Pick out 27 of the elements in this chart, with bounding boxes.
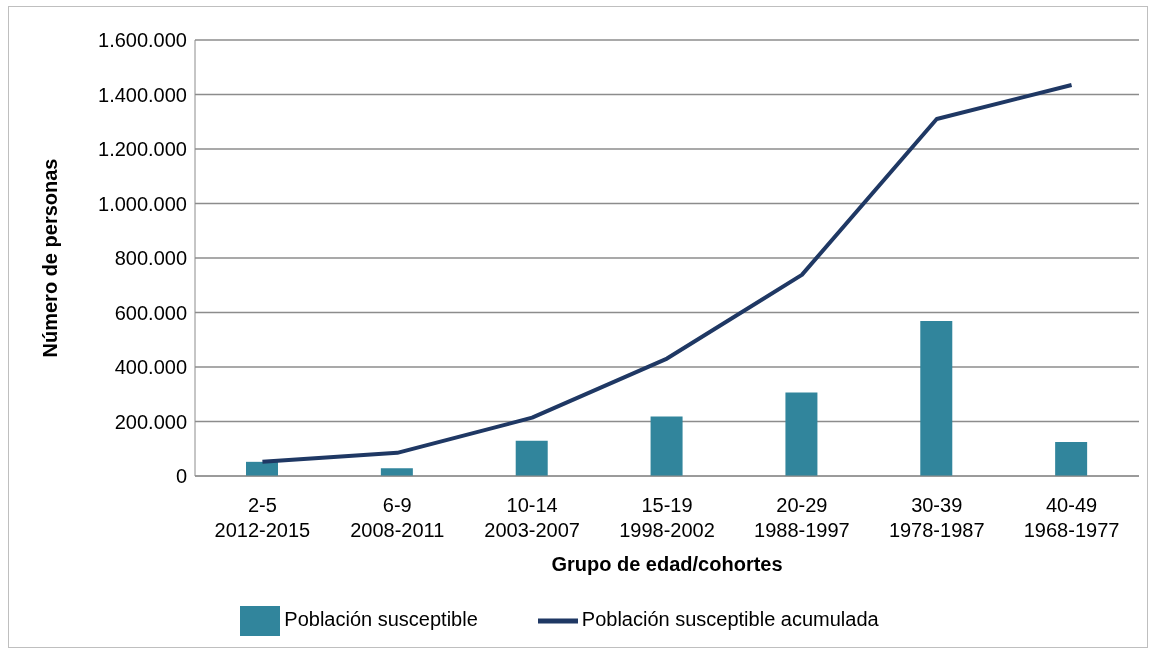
x-tick-label: 20-29 1988-1997 [754, 494, 850, 541]
y-tick-label: 1.600.000 [98, 29, 187, 52]
x-tick-label: 40-49 1968-1977 [1023, 494, 1120, 541]
y-tick-label: 1.400.000 [98, 83, 187, 106]
line-series [260, 82, 1074, 464]
bar [1055, 441, 1088, 476]
y-tick-label: 600.000 [114, 301, 187, 324]
y-tick-label: 1.200.000 [98, 138, 187, 161]
legend-label: Población susceptible acumulada [581, 608, 879, 631]
bar [785, 392, 818, 476]
x-axis-title: Grupo de edad/cohortes [551, 553, 783, 575]
bar [380, 468, 413, 476]
bar [515, 440, 548, 476]
y-tick-label: 1.000.000 [98, 192, 187, 215]
y-axis-title: Número de personas [39, 158, 62, 358]
legend-label: Población susceptible [284, 608, 478, 631]
x-tick-label: 6-9 2008-2011 [350, 494, 445, 541]
x-tick-label: 30-39 1978-1987 [888, 494, 985, 541]
bar [650, 416, 683, 476]
x-tick-label: 10-14 2003-2007 [484, 494, 580, 541]
x-tick-label: 2-5 2012-2015 [214, 494, 311, 541]
bar [920, 320, 953, 476]
y-tick-label: 200.000 [114, 410, 187, 433]
y-tick-label: 400.000 [114, 356, 187, 379]
y-tick-label: 0 [175, 465, 187, 488]
y-tick-label: 800.000 [114, 247, 187, 270]
x-tick-label: 15-19 1998-2002 [619, 494, 715, 541]
